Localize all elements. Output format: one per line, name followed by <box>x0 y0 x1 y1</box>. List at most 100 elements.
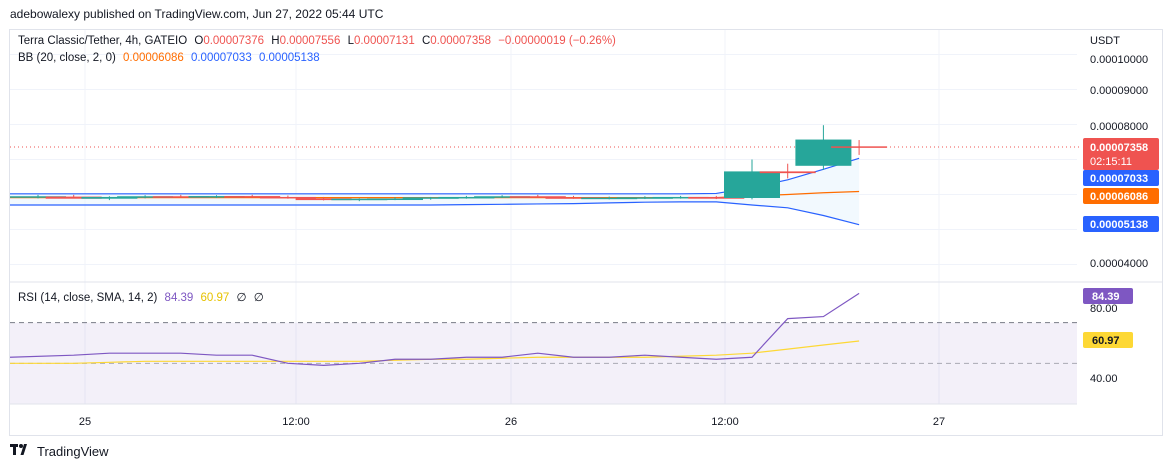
last-price-tag <box>1083 138 1159 170</box>
candle <box>545 195 602 199</box>
chart-frame[interactable]: USDT 0.00010000 0.00009000 0.00008000 0.… <box>9 29 1163 436</box>
footer-brand: TradingView <box>37 444 109 459</box>
candle <box>224 194 281 198</box>
rsi-value-tag <box>1083 288 1133 304</box>
price-tick: 0.00008000 <box>1090 121 1148 133</box>
candle <box>831 140 888 155</box>
low-value: 0.00007131 <box>353 35 415 47</box>
currency-label: USDT <box>1090 35 1120 47</box>
candle-body <box>474 196 531 198</box>
bb-basis-tag-value: 0.00006086 <box>1090 191 1148 203</box>
bb-legend[interactable]: BB (20, close, 2, 0) 0.00006086 0.000070… <box>18 52 324 64</box>
bollinger-upper-line <box>10 157 860 195</box>
candle <box>81 196 138 201</box>
rsi-extra-1: ∅ <box>236 292 247 304</box>
rsi-extra-2: ∅ <box>253 292 264 304</box>
candle <box>45 194 102 199</box>
candle <box>152 194 209 198</box>
time-tick: 12:00 <box>282 416 310 428</box>
candle-body <box>545 197 602 199</box>
candle <box>581 196 638 200</box>
open-value: 0.00007376 <box>203 35 265 47</box>
candle <box>438 195 495 199</box>
candle-body <box>509 196 566 198</box>
candle <box>795 125 852 170</box>
rsi-sma-value: 60.97 <box>200 292 230 304</box>
bb-lower-tag <box>1083 216 1159 232</box>
chart-canvas[interactable]: USDT 0.00010000 0.00009000 0.00008000 0.… <box>9 30 1162 435</box>
candle-body <box>81 196 138 199</box>
symbol-legend[interactable]: Terra Classic/Tether, 4h, GATEIO O0.0000… <box>18 35 620 47</box>
bb-lower-tag-value: 0.00005138 <box>1090 219 1148 231</box>
candle <box>331 198 388 202</box>
publication-caption: adebowalexy published on TradingView.com… <box>10 7 384 21</box>
candle-body <box>152 196 209 198</box>
candle <box>117 195 174 199</box>
candle <box>402 196 459 200</box>
open-label: O <box>194 35 204 47</box>
rsi-tick: 80.00 <box>1090 303 1118 315</box>
price-tick: 0.00004000 <box>1090 258 1148 270</box>
rsi-sma-tag-text: 60.97 <box>1092 335 1120 347</box>
candle <box>295 196 352 201</box>
candle <box>759 163 816 179</box>
close-value: 0.00007358 <box>430 35 492 47</box>
low-label: L <box>347 35 354 47</box>
candle-body <box>616 197 673 199</box>
candle-body <box>117 196 174 198</box>
rsi-sma-line <box>10 340 860 364</box>
candle-body <box>831 146 888 148</box>
candle <box>10 194 66 199</box>
high-label: H <box>271 35 280 47</box>
rsi-line <box>9 292 860 366</box>
close-label: C <box>421 35 431 47</box>
candle-body <box>402 197 459 199</box>
candle <box>474 195 531 198</box>
time-tick: 26 <box>505 416 517 428</box>
rsi-value: 84.39 <box>164 292 194 304</box>
bollinger-lower-line <box>10 201 860 226</box>
price-tags: 0.00007358 02:15:11 0.00007033 0.0000608… <box>1083 138 1159 232</box>
candle <box>188 195 245 198</box>
time-tick: 25 <box>79 416 91 428</box>
candle <box>688 195 745 200</box>
bb-upper-tag <box>1083 170 1159 186</box>
candle-body <box>224 196 281 198</box>
rsi-axis[interactable]: 80.00 40.00 84.39 60.97 <box>1083 288 1133 385</box>
bollinger-bands <box>10 146 1082 226</box>
rsi-label: RSI (14, close, SMA, 14, 2) <box>18 292 158 304</box>
candle-body <box>367 198 423 201</box>
time-tick: 27 <box>933 416 945 428</box>
candle <box>724 159 780 200</box>
change-value: −0.00000019 (−0.26%) <box>498 35 616 47</box>
bb-upper-tag-value: 0.00007033 <box>1090 173 1148 185</box>
candle-body <box>581 197 638 200</box>
price-tick: 0.00009000 <box>1090 85 1148 97</box>
price-axis[interactable]: USDT 0.00010000 0.00009000 0.00008000 0.… <box>1090 35 1148 270</box>
grid-lines <box>10 30 1077 404</box>
candlesticks <box>10 125 888 202</box>
candle <box>652 195 709 199</box>
bb-basis-tag <box>1083 188 1159 204</box>
rsi-lines <box>9 292 860 366</box>
candle-body <box>724 171 780 198</box>
candle-body <box>438 196 495 199</box>
symbol-name: Terra Classic/Tether, 4h, GATEIO <box>18 35 188 47</box>
last-price-value: 0.00007358 <box>1090 142 1148 154</box>
candle <box>367 197 423 201</box>
tradingview-logo-icon <box>10 444 32 459</box>
footer-branding[interactable]: TradingView <box>10 444 109 459</box>
bb-label: BB (20, close, 2, 0) <box>18 52 116 64</box>
time-axis[interactable]: 25 12:00 26 12:00 27 <box>10 403 1077 428</box>
rsi-legend[interactable]: RSI (14, close, SMA, 14, 2) 84.39 60.97 … <box>18 290 268 304</box>
candle <box>509 194 566 198</box>
candle-body <box>795 139 852 166</box>
countdown-timer: 02:15:11 <box>1090 156 1132 168</box>
rsi-tick: 40.00 <box>1090 373 1118 385</box>
bb-lower-value: 0.00005138 <box>258 52 320 64</box>
candle-body <box>652 196 709 199</box>
candle-body <box>188 196 245 198</box>
rsi-sma-tag <box>1083 332 1133 348</box>
rsi-value-tag-text: 84.39 <box>1092 291 1120 303</box>
time-tick: 12:00 <box>711 416 739 428</box>
